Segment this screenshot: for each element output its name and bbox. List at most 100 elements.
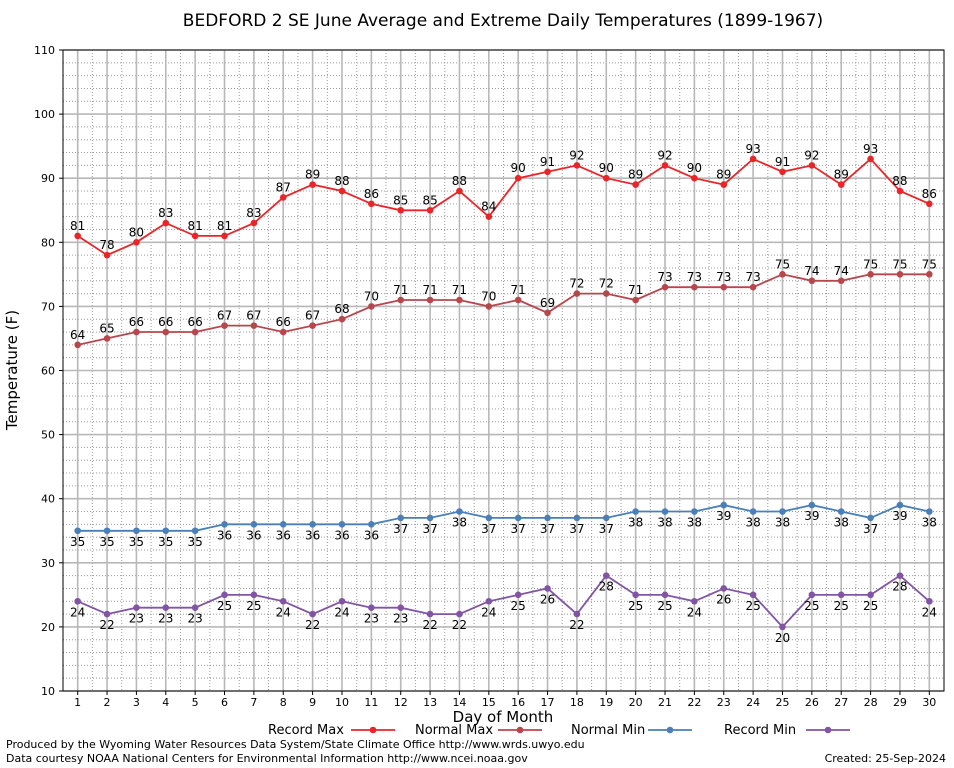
record-min-point xyxy=(691,597,698,605)
normal-max-point xyxy=(691,283,698,291)
normal-min-point xyxy=(661,508,669,515)
normal-min-point xyxy=(720,501,728,509)
normal-max-point xyxy=(926,271,933,278)
record-min-data-label: 24 xyxy=(276,605,291,619)
record-max-point xyxy=(926,200,933,208)
record-max-point xyxy=(544,168,551,176)
record-min-point xyxy=(426,610,434,618)
normal-min-point xyxy=(456,508,463,515)
record-max-point xyxy=(602,174,610,182)
normal-min-data-label: 36 xyxy=(305,528,320,542)
record-min-data-label: 22 xyxy=(422,618,437,632)
normal-max-data-label: 73 xyxy=(687,270,702,284)
normal-min-data-label: 37 xyxy=(511,522,526,536)
normal-min-data-label: 37 xyxy=(540,522,555,536)
normal-max-data-label: 66 xyxy=(276,315,291,329)
normal-max-data-label: 71 xyxy=(422,283,437,297)
x-tick-label: 27 xyxy=(834,696,848,709)
normal-min-data-label: 37 xyxy=(422,522,437,536)
x-tick-label: 9 xyxy=(309,696,316,709)
record-min-point xyxy=(221,591,228,599)
record-min-data-label: 25 xyxy=(834,599,849,613)
normal-min-data-label: 36 xyxy=(246,528,261,542)
legend-marker-normal-min xyxy=(666,726,674,734)
record-min-line xyxy=(77,574,930,629)
normal-max-point xyxy=(661,283,669,291)
normal-min-data-label: 36 xyxy=(276,528,291,542)
normal-max-point xyxy=(74,341,81,349)
normal-min-point xyxy=(926,508,933,515)
record-max-point xyxy=(279,194,287,201)
record-min-data-label: 23 xyxy=(393,612,408,626)
y-axis-title: Temperature (F) xyxy=(3,310,21,431)
record-min-point xyxy=(720,585,728,592)
record-min-data-label: 24 xyxy=(922,605,937,619)
y-tick-label: 100 xyxy=(34,108,55,121)
record-max-data-label: 81 xyxy=(188,219,203,233)
normal-max-point xyxy=(837,277,845,285)
record-max-point xyxy=(133,239,140,246)
normal-min-data-label: 36 xyxy=(364,528,379,542)
record-min-data-label: 25 xyxy=(511,599,526,613)
normal-max-data-label: 71 xyxy=(393,283,408,297)
normal-min-data-label: 39 xyxy=(716,509,731,523)
legend-marker-normal-max xyxy=(516,726,524,734)
normal-max-point xyxy=(720,283,728,291)
record-min-data-label: 25 xyxy=(246,599,261,613)
record-max-point xyxy=(514,174,522,182)
normal-max-point xyxy=(162,328,170,336)
normal-min-data-label: 37 xyxy=(863,522,878,536)
normal-min-data-label: 39 xyxy=(892,509,907,523)
record-min-point xyxy=(338,597,346,605)
series-normal-max: 64 65 66 66 66 67 67 66 67 68 70 71 71 71 70 71 69 72 72 71… xyxy=(70,257,937,349)
x-axis-title: Day of Month xyxy=(453,708,554,726)
normal-min-point xyxy=(779,508,786,515)
record-min-point xyxy=(602,572,610,579)
normal-max-data-label: 65 xyxy=(99,321,114,335)
record-min-point xyxy=(485,597,493,605)
y-tick-label: 60 xyxy=(41,365,55,378)
record-min-point xyxy=(133,604,140,611)
record-max-data-label: 88 xyxy=(892,174,907,188)
x-tick-label: 19 xyxy=(599,696,613,709)
normal-min-data-label: 39 xyxy=(804,509,819,523)
normal-max-point xyxy=(397,296,405,304)
record-max-point xyxy=(808,162,816,169)
normal-max-data-label: 74 xyxy=(834,264,849,278)
normal-max-point xyxy=(779,271,786,278)
record-min-point xyxy=(162,604,170,611)
normal-max-data-label: 73 xyxy=(657,270,672,284)
record-min-data-label: 24 xyxy=(70,605,85,619)
record-max-point xyxy=(456,187,463,195)
record-max-data-label: 89 xyxy=(716,168,731,182)
normal-min-data-label: 37 xyxy=(569,522,584,536)
record-max-point xyxy=(779,168,786,176)
normal-max-data-label: 73 xyxy=(716,270,731,284)
normal-max-data-label: 73 xyxy=(745,270,760,284)
y-tick-label: 10 xyxy=(41,685,55,698)
normal-min-point xyxy=(544,514,551,522)
record-min-data-label: 23 xyxy=(129,612,144,626)
normal-min-point xyxy=(191,527,199,535)
record-max-point xyxy=(309,181,316,188)
record-max-data-label: 83 xyxy=(246,206,261,220)
normal-max-data-label: 70 xyxy=(364,289,379,303)
x-tick-label: 22 xyxy=(687,696,701,709)
normal-min-point xyxy=(514,514,522,522)
normal-min-point xyxy=(338,521,346,528)
normal-max-data-label: 70 xyxy=(481,289,496,303)
normal-min-data-label: 36 xyxy=(334,528,349,542)
record-min-point xyxy=(896,572,904,579)
record-min-point xyxy=(837,591,845,599)
record-max-point xyxy=(896,187,904,195)
record-max-data-label: 80 xyxy=(129,225,144,239)
normal-max-data-label: 67 xyxy=(305,309,320,323)
grid xyxy=(63,49,944,692)
record-min-data-label: 22 xyxy=(452,618,467,632)
record-max-data-label: 90 xyxy=(687,161,702,175)
record-min-data-label: 25 xyxy=(804,599,819,613)
normal-max-data-label: 72 xyxy=(569,277,584,291)
record-max-point xyxy=(191,232,199,240)
normal-min-data-label: 38 xyxy=(922,516,937,530)
